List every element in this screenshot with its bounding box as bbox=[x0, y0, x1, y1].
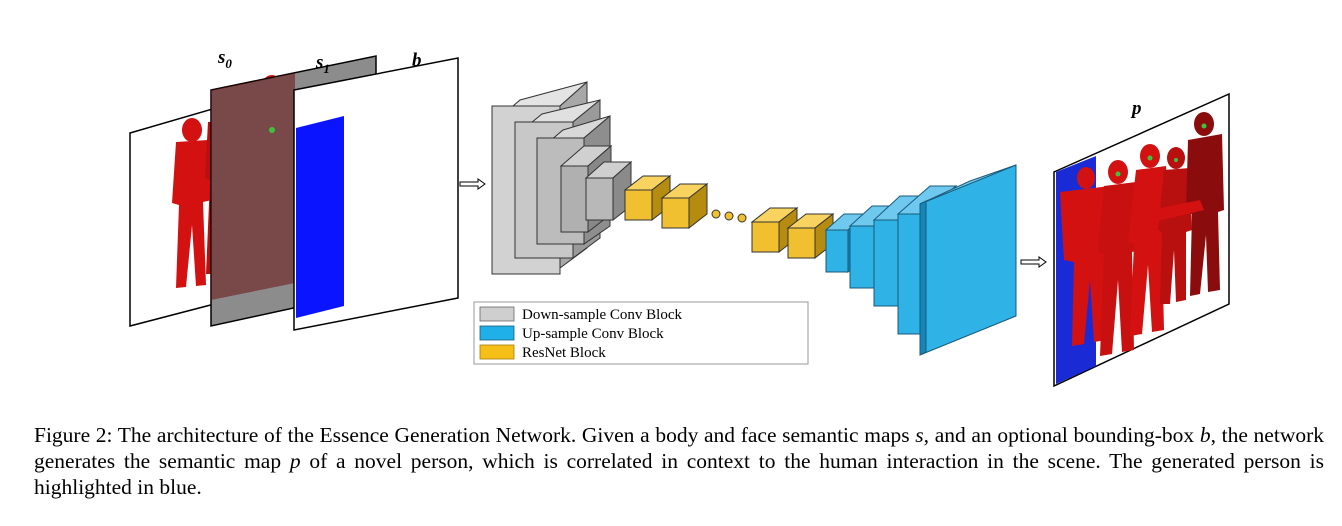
resnet-blocks bbox=[623, 174, 835, 260]
resnet-block-2 bbox=[660, 182, 709, 230]
arrow-to-network bbox=[459, 178, 486, 190]
figure-caption: Figure 2: The architecture of the Essenc… bbox=[34, 423, 1325, 499]
legend-item-resnet: ResNet Block bbox=[479, 344, 606, 361]
resnet-dots bbox=[711, 209, 747, 223]
downsample-blocks bbox=[491, 80, 633, 275]
svg-text:ResNet Block: ResNet Block bbox=[522, 345, 606, 361]
legend: Down-sample Conv Block Up-sample Conv Bl… bbox=[473, 301, 809, 365]
label-s0: s0 bbox=[217, 47, 232, 71]
label-s1: s1 bbox=[315, 52, 330, 76]
resnet-block-4 bbox=[786, 212, 835, 260]
legend-item-downsample: Down-sample Conv Block bbox=[479, 306, 682, 323]
semantic-persons-p bbox=[1060, 112, 1224, 356]
svg-text:Down-sample Conv Block: Down-sample Conv Block bbox=[522, 307, 682, 323]
svg-text:Up-sample Conv Block: Up-sample Conv Block bbox=[522, 326, 664, 342]
upsample-blocks bbox=[824, 164, 1017, 356]
label-p: p bbox=[1130, 98, 1142, 119]
face-markers-p bbox=[1115, 123, 1207, 177]
plane-b bbox=[293, 57, 459, 331]
plane-p bbox=[1053, 92, 1230, 388]
label-b: b bbox=[412, 50, 422, 71]
architecture-diagram: s0 s1 b bbox=[129, 47, 1230, 388]
legend-item-upsample: Up-sample Conv Block bbox=[479, 325, 664, 342]
arrow-to-output bbox=[1020, 256, 1047, 268]
upsample-block-5 bbox=[919, 164, 1017, 356]
